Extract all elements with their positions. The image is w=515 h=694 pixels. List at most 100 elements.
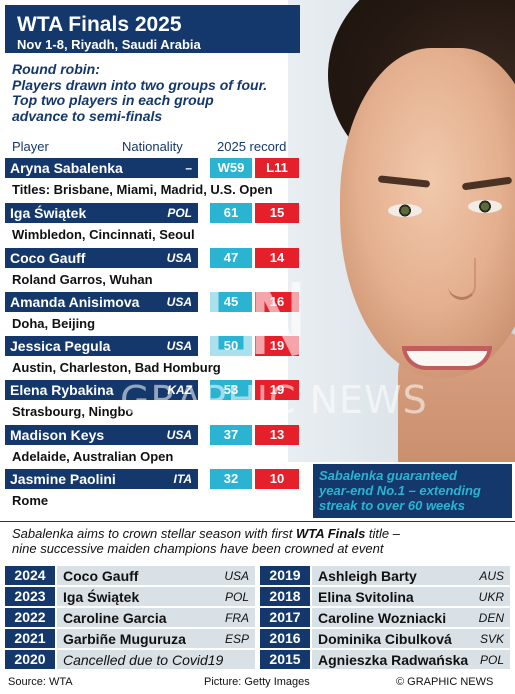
- player-nationality: –: [185, 161, 192, 175]
- player-nationality: USA: [166, 295, 192, 309]
- champion-nationality: AUS: [479, 569, 504, 583]
- player-titles: Strasbourg, Ningbo: [12, 404, 134, 419]
- player-titles: Doha, Beijing: [12, 316, 96, 331]
- losses-badge: 13: [255, 425, 299, 445]
- wins-badge: 37: [210, 425, 252, 445]
- photo-brow-right: [461, 176, 513, 191]
- player-name-bar: Jessica Pegula USA: [5, 336, 198, 356]
- player-photo: [288, 0, 515, 462]
- wins-badge: 45: [210, 292, 252, 312]
- note-line-1: Sabalenka aims to crown stellar season w…: [12, 526, 512, 541]
- champion-row: Dominika Cibulková SVK: [312, 629, 510, 648]
- player-titles: Wimbledon, Cincinnati, Seoul: [12, 227, 195, 242]
- photo-mouth: [402, 346, 492, 370]
- champion-nationality: POL: [479, 653, 504, 667]
- champion-row: Agnieszka Radwańska POL: [312, 650, 510, 669]
- footer-picture-credit: Picture: Getty Images: [204, 676, 310, 688]
- champion-name: Caroline Garcia: [63, 610, 167, 626]
- champion-year: 2019: [260, 566, 310, 585]
- photo-eye-left: [388, 204, 422, 217]
- player-name: Jessica Pegula: [10, 338, 111, 354]
- page-subtitle: Nov 1-8, Riyadh, Saudi Arabia: [17, 37, 201, 52]
- photo-face: [340, 48, 515, 378]
- column-header-nationality: Nationality: [122, 139, 183, 154]
- player-name: Madison Keys: [10, 427, 105, 443]
- champion-nationality: POL: [224, 590, 249, 604]
- divider: [0, 521, 515, 522]
- wins-badge: 53: [210, 380, 252, 400]
- photo-brow-left: [377, 175, 431, 188]
- losses-badge: 19: [255, 380, 299, 400]
- champion-nationality: ESP: [224, 632, 249, 646]
- callout-line: Sabalenka guaranteed: [319, 468, 457, 483]
- graphic-news-logo-watermark: [209, 277, 301, 359]
- intro-text: Round robin: Players drawn into two grou…: [12, 61, 292, 124]
- losses-badge: L11: [255, 158, 299, 178]
- page-title: WTA Finals 2025: [17, 13, 182, 36]
- player-name-bar: Madison Keys USA: [5, 425, 198, 445]
- player-name: Coco Gauff: [10, 250, 86, 266]
- champion-year: 2017: [260, 608, 310, 627]
- note-text: title –: [365, 526, 400, 541]
- intro-line: Round robin:: [12, 61, 100, 77]
- intro-line: Players drawn into two groups of four.: [12, 76, 268, 93]
- champion-year: 2015: [260, 650, 310, 669]
- player-name-bar: Amanda Anisimova USA: [5, 292, 198, 312]
- intro-line: advance to semi-finals: [12, 107, 163, 124]
- champion-row: Cancelled due to Covid19: [57, 650, 255, 669]
- footer-source: Source: WTA: [8, 676, 73, 688]
- champion-year: 2018: [260, 587, 310, 606]
- intro-line: Top two players in each group: [12, 92, 214, 108]
- champion-nationality: FRA: [225, 611, 249, 625]
- champion-nationality: USA: [224, 569, 249, 583]
- callout-box: Sabalenka guaranteed year-end No.1 – ext…: [313, 464, 512, 518]
- watermark-text: GRAPHIC NEWS: [120, 378, 428, 422]
- champion-row: Iga Świątek POL: [57, 587, 255, 606]
- losses-badge: 10: [255, 469, 299, 489]
- champion-nationality: DEN: [478, 611, 504, 625]
- player-nationality: KAZ: [167, 383, 192, 397]
- player-nationality: USA: [166, 251, 192, 265]
- champion-name: Iga Świątek: [63, 589, 140, 605]
- photo-nose: [448, 258, 476, 300]
- champion-year: 2021: [5, 629, 55, 648]
- champion-name: Ashleigh Barty: [318, 568, 417, 584]
- player-name: Iga Świątek: [10, 205, 87, 221]
- wins-badge: W59: [210, 158, 252, 178]
- champion-name: Dominika Cibulková: [318, 631, 452, 647]
- player-titles: Titles: Brisbane, Miami, Madrid, U.S. Op…: [12, 182, 273, 197]
- champion-name: Elina Svitolina: [318, 589, 414, 605]
- losses-badge: 15: [255, 203, 299, 223]
- player-name: Aryna Sabalenka: [10, 160, 123, 176]
- champion-year: 2022: [5, 608, 55, 627]
- champion-row: Caroline Wozniacki DEN: [312, 608, 510, 627]
- callout-line: year-end No.1 – extending: [319, 483, 481, 498]
- champion-name: Coco Gauff: [63, 568, 139, 584]
- player-nationality: USA: [166, 428, 192, 442]
- champion-nationality: SVK: [479, 632, 504, 646]
- losses-badge: 14: [255, 248, 299, 268]
- footer-copyright: © GRAPHIC NEWS: [396, 676, 494, 688]
- champion-name: Caroline Wozniacki: [318, 610, 447, 626]
- photo-eye-right: [468, 200, 502, 213]
- player-name-bar: Elena Rybakina KAZ: [5, 380, 198, 400]
- wins-badge: 47: [210, 248, 252, 268]
- champions-note: Sabalenka aims to crown stellar season w…: [12, 526, 512, 556]
- player-name: Jasmine Paolini: [10, 471, 116, 487]
- note-line-2: nine successive maiden champions have be…: [12, 541, 384, 556]
- wins-badge: 61: [210, 203, 252, 223]
- champion-row: Coco Gauff USA: [57, 566, 255, 585]
- player-titles: Rome: [12, 493, 49, 508]
- player-titles: Adelaide, Australian Open: [12, 449, 174, 464]
- player-name-bar: Jasmine Paolini ITA: [5, 469, 198, 489]
- player-nationality: ITA: [173, 472, 192, 486]
- champion-name: Cancelled due to Covid19: [63, 652, 224, 668]
- player-titles: Austin, Charleston, Bad Homburg: [12, 360, 221, 375]
- champion-row: Ashleigh Barty AUS: [312, 566, 510, 585]
- player-name-bar: Aryna Sabalenka –: [5, 158, 198, 178]
- champion-year: 2024: [5, 566, 55, 585]
- player-name-bar: Coco Gauff USA: [5, 248, 198, 268]
- champion-year: 2023: [5, 587, 55, 606]
- champion-name: Agnieszka Radwańska: [318, 652, 469, 668]
- title-box: WTA Finals 2025 Nov 1-8, Riyadh, Saudi A…: [5, 5, 300, 53]
